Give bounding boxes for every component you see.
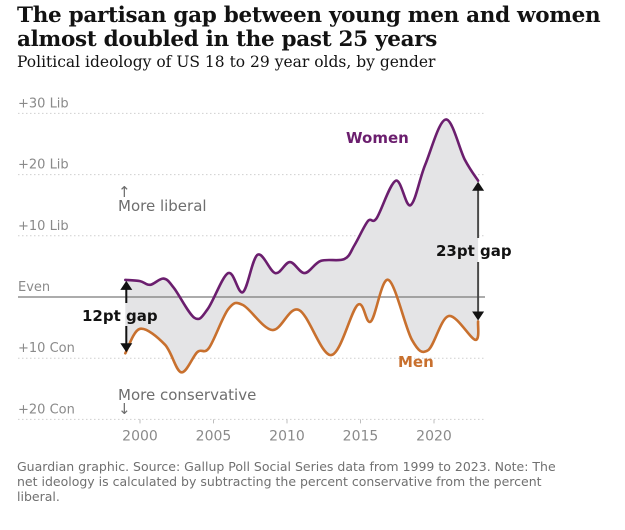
gap-label-1999: 12pt gap (82, 307, 158, 325)
chart-title: The partisan gap between young men and w… (17, 3, 601, 52)
more-conservative-annotation: More conservative (118, 386, 256, 404)
x-tick-label: 2005 (196, 428, 232, 444)
y-axis: +30 Lib +20 Lib +10 Lib Even +10 Con +20 Con (18, 96, 75, 417)
gap-label-2023: 23pt gap (436, 242, 512, 260)
gap-arrow-1999 (120, 280, 133, 353)
x-tick-label: 2020 (416, 428, 452, 444)
y-tick-label: +30 Lib (18, 96, 69, 111)
gap-arrow-2023 (472, 181, 485, 321)
y-tick-label: +10 Lib (18, 219, 69, 234)
arrowhead-up-icon (472, 181, 485, 191)
x-tick-label: 2015 (343, 428, 379, 444)
y-tick-label: Even (18, 280, 50, 295)
arrowhead-up-icon (120, 280, 133, 290)
men-series-label: Men (398, 353, 434, 371)
y-tick-label: +20 Lib (18, 158, 69, 173)
arrow-up-icon: ↑ (118, 183, 131, 201)
men-line (124, 278, 480, 374)
y-tick-label: +10 Con (18, 341, 75, 356)
arrow-down-icon: ↓ (118, 400, 131, 418)
gap-area (125, 119, 479, 373)
y-tick-label: +20 Con (18, 402, 75, 417)
arrowhead-down-icon (120, 343, 133, 353)
women-line (124, 118, 480, 321)
arrowhead-down-icon (472, 311, 485, 321)
chart-subtitle: Political ideology of US 18 to 29 year o… (17, 53, 436, 71)
x-tick-label: 2010 (269, 428, 305, 444)
more-liberal-annotation: More liberal (118, 197, 207, 215)
women-series-label: Women (346, 129, 409, 147)
source-note: Guardian graphic. Source: Gallup Poll So… (17, 459, 556, 504)
x-tick-label: 2000 (122, 428, 158, 444)
x-axis: 2000 2005 2010 2015 2020 (122, 419, 452, 444)
